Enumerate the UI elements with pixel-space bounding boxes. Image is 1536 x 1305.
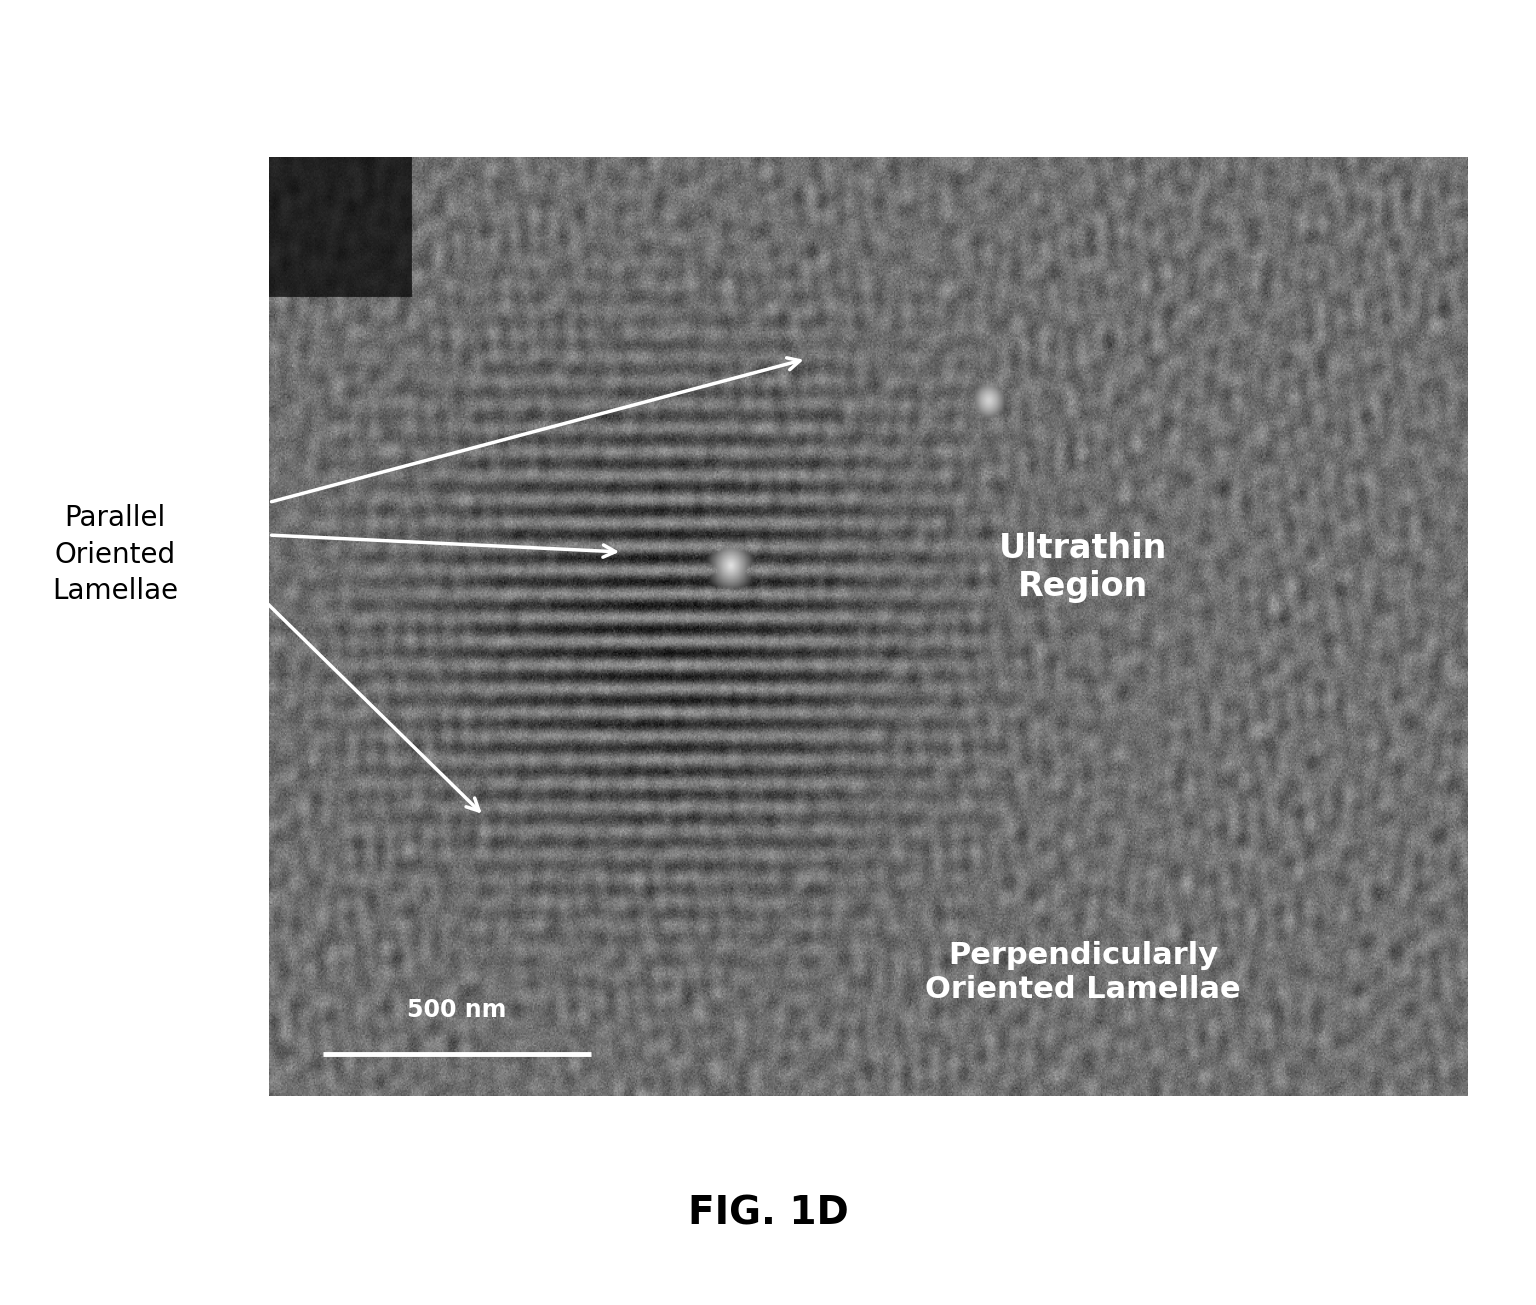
Text: 500 nm: 500 nm [407, 997, 507, 1022]
Text: Perpendicularly
Oriented Lamellae: Perpendicularly Oriented Lamellae [925, 941, 1241, 1004]
Text: Ultrathin
Region: Ultrathin Region [998, 532, 1167, 603]
Text: FIG. 1D: FIG. 1D [688, 1194, 848, 1233]
Text: Parallel
Oriented
Lamellae: Parallel Oriented Lamellae [52, 504, 178, 606]
